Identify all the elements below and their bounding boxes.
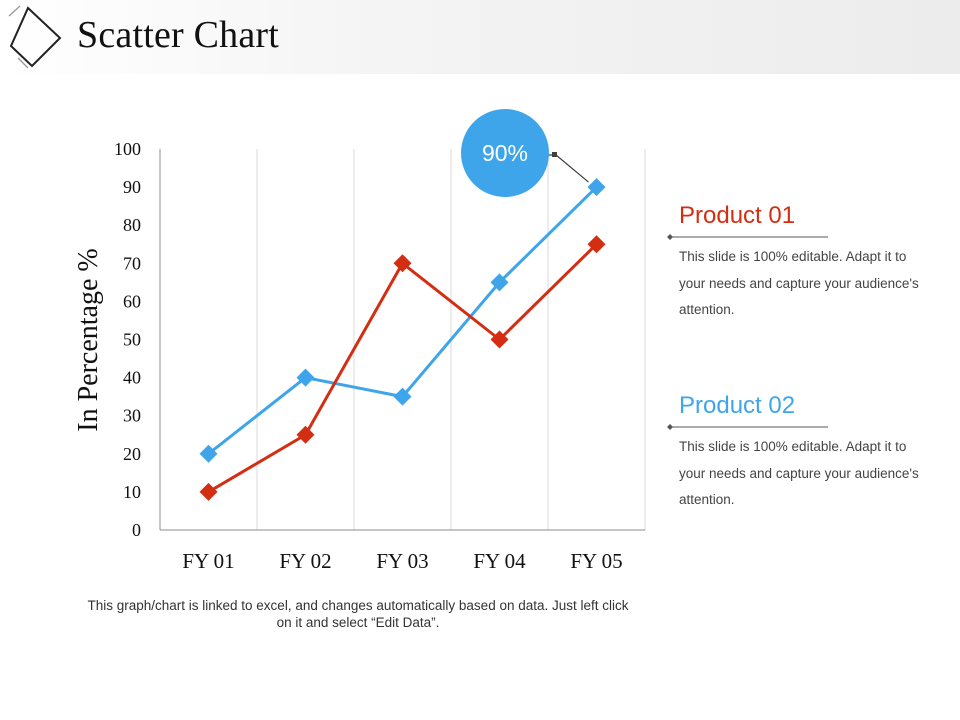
legend-title-text: Product 01 <box>679 202 796 229</box>
y-tick-label: 50 <box>123 330 141 350</box>
data-point-marker <box>490 273 509 292</box>
x-tick-label: FY 04 <box>473 549 526 573</box>
legend-title-product-01: Product 01 <box>679 202 929 230</box>
legend-underline-dot <box>667 424 673 430</box>
data-point-marker <box>490 330 509 349</box>
data-point-marker <box>587 178 606 197</box>
data-point-marker <box>393 254 412 273</box>
data-point-marker <box>199 444 218 463</box>
y-tick-label: 80 <box>123 215 141 235</box>
y-tick-label: 90 <box>123 177 141 197</box>
data-point-marker <box>199 482 218 501</box>
x-tick-label: FY 03 <box>376 549 428 573</box>
data-point-marker <box>587 235 606 254</box>
y-tick-label: 40 <box>123 368 141 388</box>
legend-title-text: Product 02 <box>679 392 796 419</box>
y-tick-label: 70 <box>123 253 141 273</box>
diamond-logo-icon <box>8 5 62 69</box>
callout-leader-dot <box>552 152 557 157</box>
series-line-product-01 <box>207 243 598 494</box>
legend-description-product-01: This slide is 100% editable. Adapt it to… <box>679 249 919 317</box>
x-tick-label: FY 05 <box>570 549 622 573</box>
callout-label: 90% <box>482 140 528 166</box>
scatter-chart[interactable]: 0 10 20 30 40 50 60 70 80 90 100 FY 01 FY 02 FY 03 FY … <box>0 0 960 600</box>
y-tick-label: 100 <box>114 139 141 159</box>
y-tick-label: 60 <box>123 291 141 311</box>
footnote: This graph/chart is linked to excel, and… <box>87 598 629 630</box>
header-bar: Scatter Chart <box>0 0 960 74</box>
x-tick-label: FY 01 <box>182 549 234 573</box>
legend-description-product-02: This slide is 100% editable. Adapt it to… <box>679 439 919 507</box>
data-point-marker <box>393 387 412 406</box>
data-point-marker <box>296 425 315 444</box>
data-point-marker <box>296 368 315 387</box>
y-tick-label: 30 <box>123 406 141 426</box>
series-line-product-02 <box>207 186 598 455</box>
legend-underline-dot <box>667 234 673 240</box>
page-title: Scatter Chart <box>77 14 280 56</box>
x-tick-label: FY 02 <box>279 549 331 573</box>
callout-leader-line <box>548 154 589 183</box>
y-tick-label: 0 <box>132 520 141 540</box>
y-tick-label: 10 <box>123 482 141 502</box>
y-axis-label: In Percentage % <box>73 248 104 431</box>
callout-bubble <box>461 109 549 197</box>
y-tick-label: 20 <box>123 444 141 464</box>
legend-title-product-02: Product 02 <box>679 392 929 420</box>
